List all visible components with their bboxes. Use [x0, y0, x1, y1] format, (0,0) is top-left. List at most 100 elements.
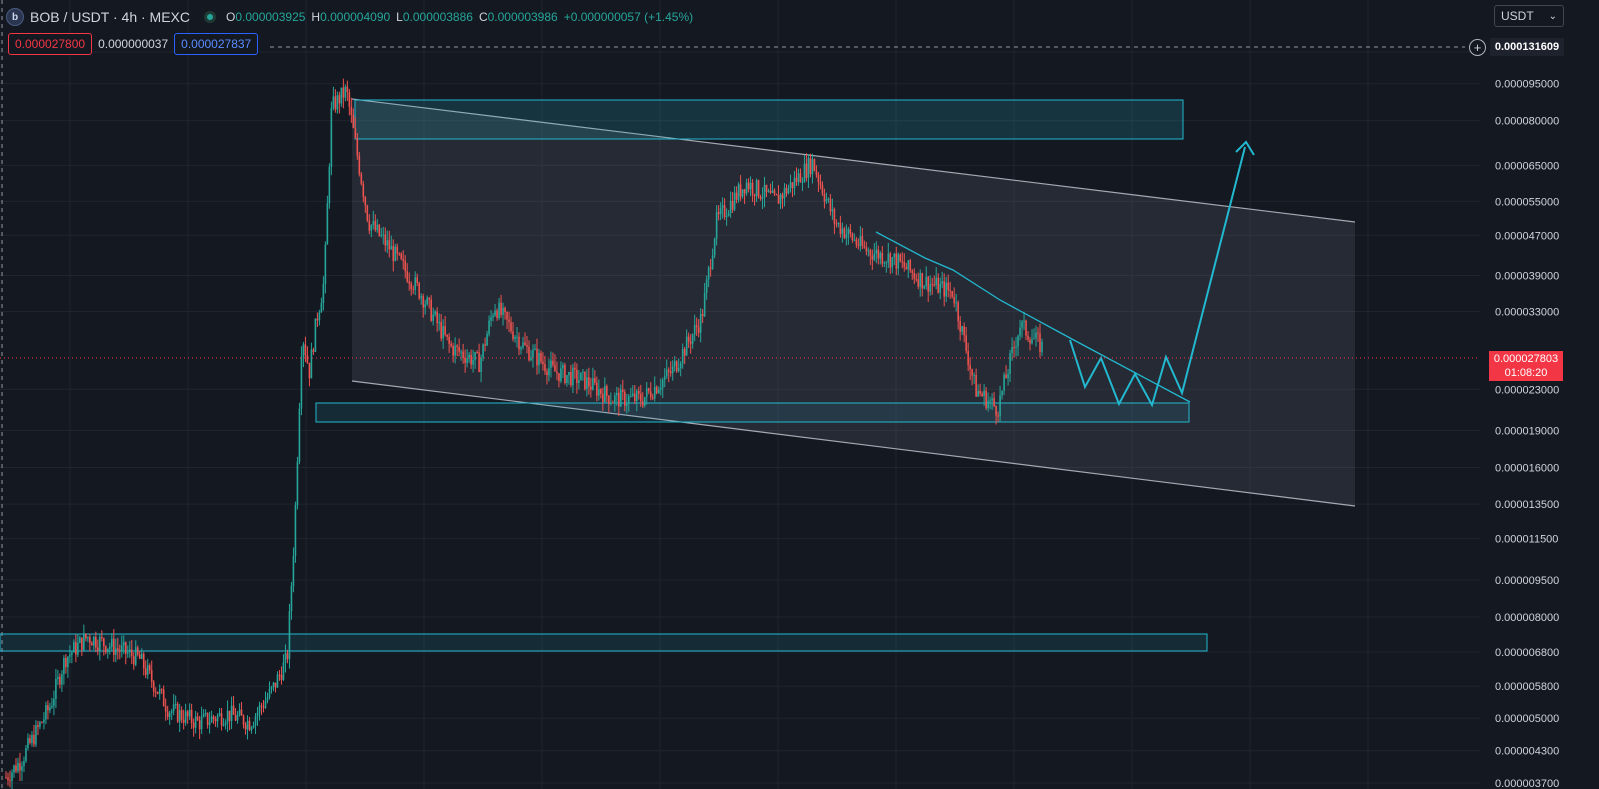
candle-body	[560, 368, 562, 382]
candle-body	[286, 653, 289, 660]
candle-body	[845, 234, 848, 238]
candle-body	[851, 233, 854, 240]
candle-body	[166, 711, 169, 717]
candle-body	[284, 653, 287, 663]
candle-body	[91, 642, 93, 646]
candle-body	[230, 705, 233, 721]
candle-body	[456, 345, 458, 348]
candle-body	[626, 403, 628, 406]
candle-body	[110, 638, 113, 647]
candle-body	[258, 705, 261, 713]
candle-body	[592, 378, 594, 390]
candle-body	[969, 365, 971, 370]
high-key: H	[311, 10, 321, 24]
candle-body	[1029, 339, 1031, 344]
change-value: +0.000000057 (+1.45%)	[563, 10, 694, 24]
candle-body	[174, 704, 177, 706]
candle-body	[953, 296, 955, 304]
candle-body	[234, 714, 237, 721]
candle-body	[476, 352, 478, 354]
candle-body	[306, 355, 309, 363]
candle-body	[232, 705, 235, 715]
candle-body	[765, 184, 768, 192]
candle-body	[107, 648, 109, 653]
candle-body	[1001, 390, 1003, 396]
candle-body	[414, 277, 417, 290]
candle-body	[73, 642, 75, 653]
candle-body	[105, 646, 107, 653]
candle-body	[132, 656, 135, 665]
candle-body	[673, 361, 676, 367]
candle-body	[612, 402, 614, 404]
candle-body	[570, 372, 572, 386]
candle-body	[312, 349, 315, 352]
candle-body	[97, 647, 99, 651]
candle-body	[582, 371, 584, 373]
candle-body	[550, 360, 552, 368]
candle-body	[250, 727, 253, 731]
candle-body	[430, 299, 432, 321]
candle-body	[773, 190, 776, 195]
candle-body	[494, 310, 496, 316]
candle-body	[867, 250, 870, 252]
candle-body	[368, 220, 371, 231]
candle-body	[126, 652, 129, 654]
current-price-value: 0.000027803	[1493, 353, 1559, 365]
candle-body	[909, 260, 912, 271]
candle-body	[184, 711, 187, 723]
candle-body	[190, 709, 193, 723]
candle-body	[629, 395, 632, 397]
sell-button[interactable]: 0.000027800	[8, 33, 93, 55]
candle-body	[440, 321, 442, 339]
candle-body	[172, 704, 175, 712]
candle-body	[873, 253, 876, 260]
projection-path	[1069, 146, 1246, 408]
candle-body	[633, 393, 636, 402]
plus-circle-icon[interactable]: +	[1469, 39, 1486, 56]
candle-body	[516, 336, 518, 338]
candle-body	[713, 238, 716, 256]
candle-body	[15, 765, 17, 772]
candle-body	[558, 373, 560, 382]
candle-body	[781, 194, 784, 199]
candle-body	[348, 92, 351, 107]
candle-body	[360, 173, 363, 184]
candle-body	[386, 240, 389, 246]
buy-button[interactable]: 0.000027837	[174, 33, 259, 55]
candle-body	[168, 713, 171, 717]
candle-body	[140, 653, 143, 659]
candle-body	[57, 676, 59, 679]
candle-body	[865, 247, 868, 252]
candle-body	[216, 715, 219, 722]
arrow-up-icon	[1235, 140, 1255, 156]
candle-body	[428, 297, 430, 300]
candle-body	[927, 276, 930, 292]
candle-body	[396, 246, 399, 254]
candle-body	[622, 389, 624, 392]
candle-body	[709, 267, 712, 269]
candle-body	[554, 364, 556, 372]
candle-body	[803, 163, 806, 182]
candle-body	[899, 254, 902, 262]
candle-body	[103, 638, 105, 647]
currency-select[interactable]: USDT ⌄	[1494, 5, 1564, 27]
candle-body	[787, 187, 790, 194]
candle-body	[422, 296, 424, 308]
close-key: C	[478, 10, 488, 24]
candle-body	[947, 282, 949, 291]
price-axis-tick: 0.000033000	[1495, 306, 1559, 318]
candle-body	[9, 780, 11, 782]
candle-body	[1011, 347, 1013, 354]
candle-body	[324, 244, 327, 284]
symbol-title[interactable]: BOB / USDT · 4h · MEXC	[30, 9, 190, 25]
candle-body	[81, 637, 83, 651]
price-axis-tick: 0.000016000	[1495, 463, 1559, 475]
candle-body	[923, 286, 926, 289]
candle-body	[855, 239, 858, 245]
candle-body	[43, 719, 45, 723]
candle-body	[288, 611, 291, 660]
channel-upper-line	[351, 98, 1356, 223]
candle-body	[342, 87, 345, 98]
candle-body	[156, 691, 159, 694]
